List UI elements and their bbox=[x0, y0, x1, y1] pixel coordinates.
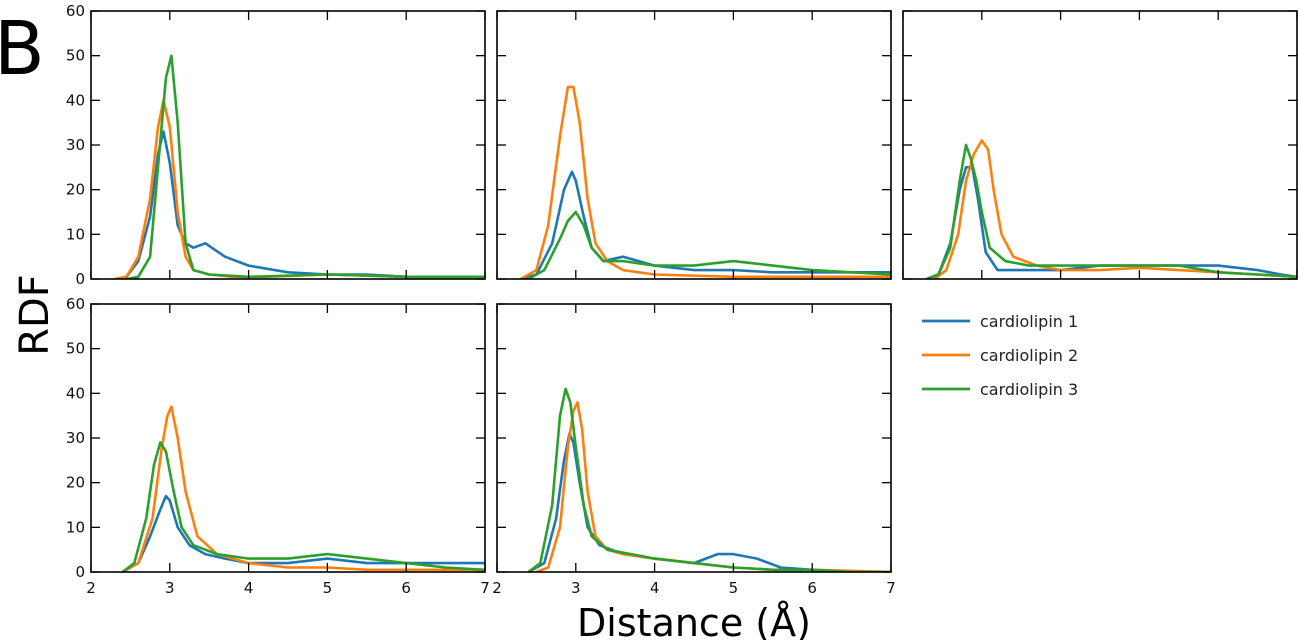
y-tick-label: 40 bbox=[66, 91, 85, 109]
y-axis-label: RDF bbox=[12, 274, 58, 356]
subplot-bottom-left: 2 3 4 5 6 7 0 10 20 30 40 50 60 bbox=[66, 295, 490, 597]
subplot-top-right bbox=[902, 10, 1298, 280]
y-tick-label: 0 bbox=[75, 563, 85, 581]
subplot-top-middle bbox=[496, 10, 892, 280]
y-tick-label: 10 bbox=[66, 518, 85, 536]
legend-label: cardiolipin 1 bbox=[980, 312, 1078, 331]
legend-entry-cardiolipin-3: cardiolipin 3 bbox=[922, 380, 1078, 399]
y-tick-label: 40 bbox=[66, 384, 85, 402]
axes-frame bbox=[902, 10, 1298, 280]
series-line-cardiolipin-2 bbox=[114, 99, 485, 279]
x-tick-label: 2 bbox=[86, 579, 96, 597]
subplot-bottom-middle: 2 3 4 5 6 7 bbox=[492, 303, 896, 597]
axes-frame bbox=[496, 10, 892, 280]
series-line-cardiolipin-3 bbox=[527, 210, 891, 279]
legend: cardiolipin 1 cardiolipin 2 cardiolipin 3 bbox=[922, 312, 1078, 399]
series-line-cardiolipin-1 bbox=[926, 166, 1297, 279]
x-tick-label: 2 bbox=[492, 579, 502, 597]
x-tick-label: 4 bbox=[244, 579, 254, 597]
x-tick-label: 3 bbox=[165, 579, 175, 597]
x-axis-label: Distance (Å) bbox=[577, 601, 811, 640]
x-tick-label: 5 bbox=[729, 579, 739, 597]
subplot-grid: 0 10 20 30 40 50 60 2 3 4 5 6 7 0 10 20 30 40 50 60 2 3 4 5 6 7 bbox=[66, 2, 1298, 597]
series-line-cardiolipin-2 bbox=[121, 405, 485, 572]
y-tick-label: 60 bbox=[66, 295, 85, 313]
y-tick-label: 50 bbox=[66, 47, 85, 65]
series-line-cardiolipin-3 bbox=[126, 54, 485, 279]
series-line-cardiolipin-1 bbox=[114, 130, 485, 279]
series-line-cardiolipin-2 bbox=[519, 85, 891, 279]
y-tick-label: 50 bbox=[66, 340, 85, 358]
series-line-cardiolipin-2 bbox=[933, 139, 1297, 279]
x-tick-label: 7 bbox=[480, 579, 490, 597]
y-tick-label: 30 bbox=[66, 429, 85, 447]
y-tick-label: 20 bbox=[66, 181, 85, 199]
x-tick-label: 4 bbox=[650, 579, 660, 597]
legend-entry-cardiolipin-1: cardiolipin 1 bbox=[922, 312, 1078, 331]
series-line-cardiolipin-1 bbox=[121, 494, 485, 572]
axes-frame bbox=[90, 303, 486, 573]
subplot-top-left: 0 10 20 30 40 50 60 bbox=[66, 2, 486, 288]
y-tick-label: 10 bbox=[66, 225, 85, 243]
series-line-cardiolipin-1 bbox=[520, 170, 891, 279]
series-line-cardiolipin-3 bbox=[926, 143, 1297, 279]
legend-label: cardiolipin 2 bbox=[980, 346, 1078, 365]
panel-letter: B bbox=[0, 6, 45, 92]
y-tick-label: 0 bbox=[75, 270, 85, 288]
x-tick-label: 5 bbox=[323, 579, 333, 597]
x-tick-label: 6 bbox=[401, 579, 411, 597]
series-line-cardiolipin-3 bbox=[527, 387, 891, 572]
axes-frame bbox=[90, 10, 486, 280]
y-tick-label: 30 bbox=[66, 136, 85, 154]
legend-label: cardiolipin 3 bbox=[980, 380, 1078, 399]
x-tick-label: 3 bbox=[571, 579, 581, 597]
legend-entry-cardiolipin-2: cardiolipin 2 bbox=[922, 346, 1078, 365]
x-tick-label: 6 bbox=[807, 579, 817, 597]
series-line-cardiolipin-2 bbox=[535, 401, 891, 572]
y-tick-label: 60 bbox=[66, 2, 85, 20]
y-tick-label: 20 bbox=[66, 474, 85, 492]
axes-frame bbox=[496, 303, 892, 573]
x-tick-label: 7 bbox=[886, 579, 896, 597]
series-line-cardiolipin-3 bbox=[121, 441, 485, 572]
